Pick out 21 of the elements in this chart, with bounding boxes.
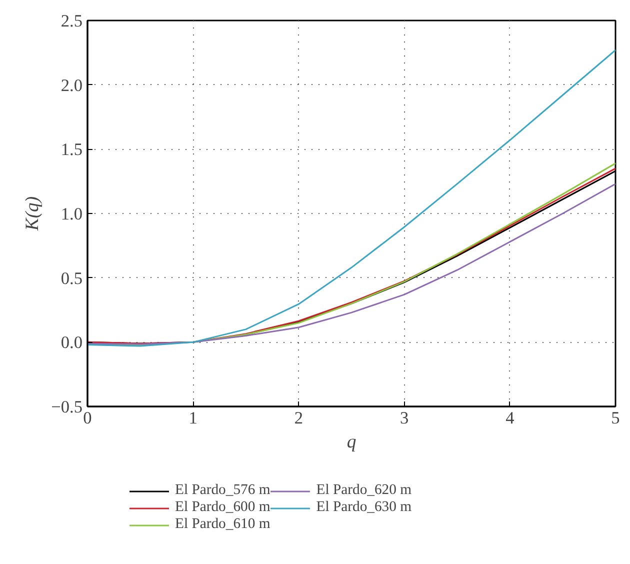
y-tick-label: 0.5 xyxy=(60,268,83,288)
legend-label: El Pardo_576 m xyxy=(175,482,270,499)
y-tick-label: 1.5 xyxy=(60,140,83,160)
y-tick-label: 2.5 xyxy=(60,12,83,30)
y-tick-label: 0.0 xyxy=(60,333,83,352)
line-series xyxy=(88,49,616,347)
y-axis-title: K(q) xyxy=(22,196,44,232)
x-tick-label: 1 xyxy=(188,408,198,428)
y-tick-label: −0.5 xyxy=(51,398,83,416)
legend-label: El Pardo_600 m xyxy=(175,499,270,516)
x-tick-label: 0 xyxy=(83,408,92,428)
legend-label: El Pardo_610 m xyxy=(175,516,270,533)
y-tick-label: 2.0 xyxy=(60,76,83,95)
legend-label: El Pardo_620 m xyxy=(316,482,412,499)
x-tick-label: 4 xyxy=(506,408,515,428)
x-tick-label: 2 xyxy=(294,408,304,428)
x-tick-label: 3 xyxy=(400,408,409,428)
x-tick-label: 5 xyxy=(611,408,620,428)
legend-label: El Pardo_630 m xyxy=(316,499,412,516)
y-tick-label: 1.0 xyxy=(60,204,83,224)
x-axis-title: q xyxy=(346,432,356,452)
